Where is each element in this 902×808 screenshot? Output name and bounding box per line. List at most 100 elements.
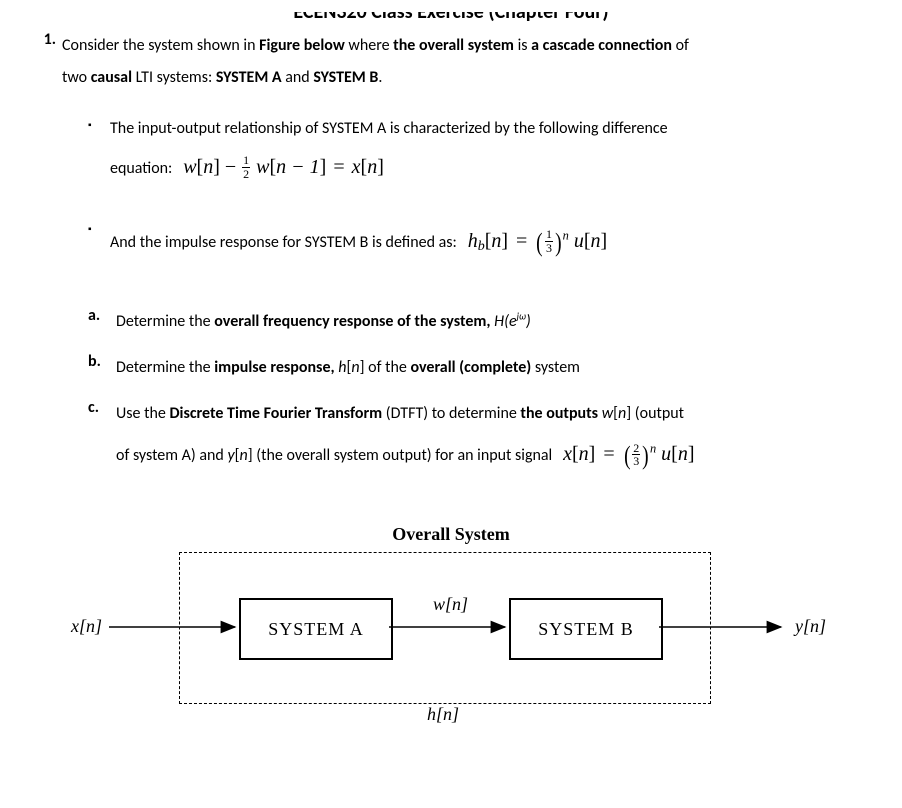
- math-exp: jω: [517, 311, 526, 323]
- frac-num: 1: [242, 154, 250, 168]
- fraction-third: 13: [545, 228, 553, 254]
- text-bold: impulse response,: [214, 358, 334, 377]
- text-bold: SYSTEM A: [216, 68, 282, 87]
- sub-a-body: Determine the overall frequency response…: [116, 306, 874, 338]
- math-exp: n: [650, 442, 656, 456]
- text: w[n] (output: [598, 404, 684, 423]
- signal-w-label: w[n]: [433, 594, 468, 615]
- sub-letter: c.: [88, 398, 116, 417]
- frac-num: 2: [632, 442, 640, 456]
- text: h[n] of the: [335, 358, 411, 377]
- text: .: [378, 68, 382, 87]
- text: Determine the: [116, 358, 214, 377]
- math-var: u: [574, 230, 584, 252]
- arrow-output: [659, 619, 787, 635]
- header-crop-overlay: [28, 0, 874, 12]
- math-var: n: [591, 230, 601, 252]
- text: (DTFT) to determine: [382, 404, 520, 423]
- text: and: [282, 68, 314, 87]
- system-a-box: SYSTEM A: [239, 598, 393, 660]
- impulse-h-label: h[n]: [427, 704, 459, 725]
- math-sym: =: [516, 230, 527, 252]
- math-exp: n: [563, 228, 569, 242]
- question-row: 1. Consider the system shown in Figure b…: [28, 30, 874, 62]
- sub-b-body: Determine the impulse response, h[n] of …: [116, 352, 874, 384]
- text: two: [62, 68, 91, 87]
- equation-input-x: x[n] = (23)n u[n]: [563, 443, 694, 465]
- bullet-2-body: And the impulse response for SYSTEM B is…: [110, 216, 874, 271]
- text-bold: Figure below: [259, 36, 345, 55]
- text: is: [514, 36, 531, 55]
- text: LTI systems:: [132, 68, 216, 87]
- question-body-line1: Consider the system shown in Figure belo…: [62, 30, 874, 62]
- text: Determine the: [116, 312, 214, 331]
- text-bold: overall (complete): [410, 358, 531, 377]
- math-var: u: [661, 443, 671, 465]
- frac-den: 3: [545, 242, 553, 255]
- system-b-box: SYSTEM B: [509, 598, 663, 660]
- text-italic: H(e: [491, 312, 517, 331]
- page-header: ECEN320 Class Exercise (Chapter Four): [28, 0, 874, 24]
- sub-question-a: a. Determine the overall frequency respo…: [88, 306, 874, 338]
- text: of: [672, 36, 689, 55]
- arrow-intermediate: [389, 619, 511, 635]
- text: equation:: [110, 159, 172, 178]
- math-var: w: [256, 156, 269, 178]
- bullet-mark-icon: ▪: [88, 216, 110, 235]
- math-var: n: [203, 156, 213, 178]
- equation-system-b: hb[n] = (13)n u[n]: [468, 230, 608, 252]
- text: of system A) and y[n] (the overall syste…: [116, 440, 552, 472]
- question-number: 1.: [28, 30, 62, 49]
- math-var: n − 1: [276, 156, 320, 178]
- text-bold: overall frequency response of the system…: [214, 312, 490, 331]
- text: The input-output relationship of SYSTEM …: [110, 119, 668, 138]
- text-bold: SYSTEM B: [313, 68, 378, 87]
- equation-system-a: w[n] − 12 w[n − 1] = x[n]: [183, 156, 384, 178]
- math-var: n: [367, 156, 377, 178]
- text-bold: the overall system: [393, 36, 514, 55]
- sub-letter: b.: [88, 352, 116, 371]
- math-var: n: [491, 230, 501, 252]
- fraction-two-third: 23: [632, 442, 640, 468]
- fraction-half: 12: [242, 154, 250, 180]
- frac-num: 1: [545, 228, 553, 242]
- math-sym: =: [333, 156, 344, 178]
- signal-x-label: x[n]: [71, 616, 102, 637]
- sub-c-body: Use the Discrete Time Fourier Transform …: [116, 398, 874, 482]
- math-var: h: [468, 230, 478, 252]
- math-sym: ]: [377, 156, 384, 178]
- text-bold: Discrete Time Fourier Transform: [169, 404, 382, 423]
- bullet-1-body: The input-output relationship of SYSTEM …: [110, 112, 874, 188]
- math-sym: ]: [320, 156, 327, 178]
- bullet-2: ▪ And the impulse response for SYSTEM B …: [88, 216, 874, 271]
- math-sym: −: [225, 156, 236, 178]
- math-var: x: [563, 443, 572, 465]
- math-var: n: [678, 443, 688, 465]
- text-italic: ): [526, 312, 531, 331]
- signal-y-label: y[n]: [795, 616, 826, 637]
- bullet-1: ▪ The input-output relationship of SYSTE…: [88, 112, 874, 188]
- text-bold: causal: [91, 68, 132, 87]
- text: Use the: [116, 404, 169, 423]
- text: system: [531, 358, 580, 377]
- text-bold: a cascade connection: [531, 36, 672, 55]
- math-var: x: [352, 156, 361, 178]
- question-body-line2: two causal LTI systems: SYSTEM A and SYS…: [62, 62, 874, 94]
- block-diagram: Overall System SYSTEM A SYSTEM B x[n] w[…: [71, 524, 831, 724]
- arrow-input: [109, 619, 241, 635]
- text-bold: the outputs: [520, 404, 598, 423]
- math-var: w: [183, 156, 196, 178]
- sub-question-c: c. Use the Discrete Time Fourier Transfo…: [88, 398, 874, 482]
- math-sym: =: [603, 443, 614, 465]
- bullet-mark-icon: ▪: [88, 112, 110, 131]
- frac-den: 2: [242, 168, 250, 181]
- sub-question-b: b. Determine the impulse response, h[n] …: [88, 352, 874, 384]
- math-var: n: [579, 443, 589, 465]
- text: And the impulse response for SYSTEM B is…: [110, 233, 457, 252]
- text: where: [345, 36, 393, 55]
- diagram-title: Overall System: [71, 524, 831, 545]
- frac-den: 3: [632, 455, 640, 468]
- sub-letter: a.: [88, 306, 116, 325]
- text: Consider the system shown in: [62, 36, 259, 55]
- math-sub: b: [478, 239, 485, 254]
